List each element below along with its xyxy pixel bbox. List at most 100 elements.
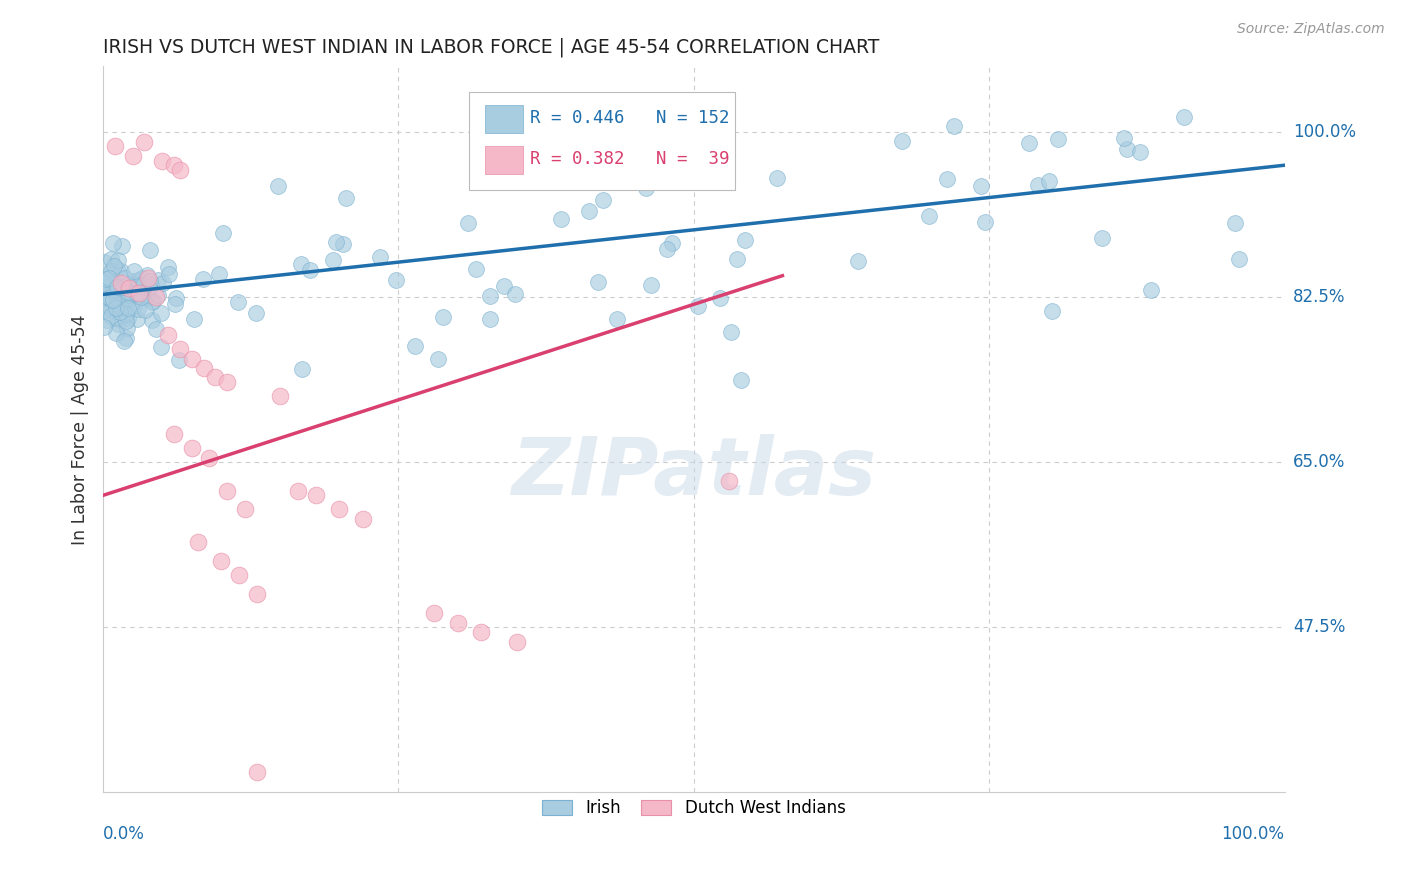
- Point: [117, 285, 139, 300]
- Point: [120, 286, 142, 301]
- Point: [1140, 283, 1163, 297]
- Point: [1223, 216, 1246, 230]
- Point: [132, 278, 155, 293]
- Point: [96, 272, 118, 286]
- Point: [105, 291, 128, 305]
- Point: [104, 139, 127, 153]
- FancyBboxPatch shape: [485, 105, 523, 133]
- Text: R = 0.446   N = 152: R = 0.446 N = 152: [530, 110, 730, 128]
- Point: [212, 226, 235, 240]
- Point: [686, 299, 709, 313]
- Point: [110, 264, 132, 278]
- Point: [183, 311, 205, 326]
- Point: [479, 312, 502, 326]
- Point: [129, 290, 152, 304]
- Point: [305, 488, 328, 502]
- Point: [127, 273, 149, 287]
- Point: [661, 235, 683, 250]
- Point: [122, 299, 145, 313]
- Point: [217, 483, 239, 498]
- Point: [138, 281, 160, 295]
- Point: [127, 288, 149, 302]
- Point: [148, 273, 170, 287]
- Point: [103, 277, 125, 291]
- Text: 0.0%: 0.0%: [103, 825, 145, 843]
- Point: [204, 370, 226, 384]
- Point: [105, 312, 128, 326]
- Point: [93, 290, 115, 304]
- Point: [246, 587, 269, 601]
- Point: [112, 334, 135, 349]
- Point: [325, 235, 347, 249]
- Point: [134, 302, 156, 317]
- Point: [918, 209, 941, 223]
- Point: [432, 310, 454, 324]
- Point: [641, 118, 664, 132]
- Point: [122, 264, 145, 278]
- Point: [93, 254, 115, 268]
- Point: [464, 262, 486, 277]
- Point: [111, 280, 134, 294]
- Point: [287, 483, 309, 498]
- Point: [93, 276, 115, 290]
- Point: [141, 295, 163, 310]
- Text: 65.0%: 65.0%: [1294, 453, 1346, 471]
- Point: [125, 285, 148, 300]
- Point: [208, 267, 231, 281]
- Point: [505, 634, 527, 648]
- Text: 82.5%: 82.5%: [1294, 288, 1346, 306]
- Point: [104, 281, 127, 295]
- Point: [550, 212, 572, 227]
- Point: [426, 352, 449, 367]
- Point: [1173, 111, 1195, 125]
- Point: [93, 302, 115, 317]
- Point: [138, 243, 160, 257]
- Text: 100.0%: 100.0%: [1222, 825, 1285, 843]
- Point: [157, 328, 180, 343]
- Point: [101, 293, 124, 307]
- Point: [165, 297, 187, 311]
- Point: [93, 273, 115, 287]
- Point: [100, 309, 122, 323]
- Point: [193, 361, 215, 376]
- Point: [100, 264, 122, 278]
- Point: [117, 293, 139, 307]
- Point: [135, 268, 157, 282]
- Point: [107, 252, 129, 267]
- Point: [634, 181, 657, 195]
- Text: 100.0%: 100.0%: [1294, 123, 1355, 141]
- Point: [128, 285, 150, 300]
- Point: [105, 262, 128, 277]
- Point: [127, 311, 149, 326]
- Point: [290, 257, 312, 271]
- Point: [385, 273, 408, 287]
- FancyBboxPatch shape: [485, 146, 523, 174]
- Point: [226, 295, 249, 310]
- Point: [298, 263, 321, 277]
- Point: [457, 217, 479, 231]
- Point: [1018, 136, 1040, 150]
- Point: [935, 172, 957, 186]
- Point: [730, 372, 752, 386]
- Point: [117, 301, 139, 315]
- Point: [125, 277, 148, 291]
- Point: [655, 243, 678, 257]
- Point: [105, 301, 128, 316]
- Point: [290, 361, 312, 376]
- Point: [145, 322, 167, 336]
- Point: [720, 325, 742, 339]
- Point: [117, 310, 139, 325]
- Point: [110, 310, 132, 324]
- Point: [328, 502, 350, 516]
- Point: [606, 312, 628, 326]
- Point: [592, 194, 614, 208]
- Point: [157, 267, 180, 281]
- Point: [352, 512, 374, 526]
- Point: [766, 171, 789, 186]
- Point: [138, 279, 160, 293]
- Point: [1129, 145, 1152, 159]
- Point: [163, 427, 186, 442]
- Point: [165, 291, 187, 305]
- Point: [107, 285, 129, 300]
- Point: [1116, 142, 1139, 156]
